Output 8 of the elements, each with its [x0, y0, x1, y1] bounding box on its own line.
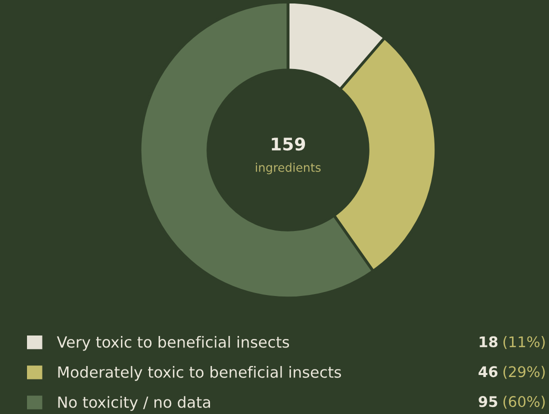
legend-label: Moderately toxic to beneficial insects [58, 366, 341, 381]
text: 159 [272, 137, 306, 151]
legend-label: No toxicity / no data [58, 396, 210, 411]
legend-label: Very toxic to beneficial insects [56, 336, 290, 351]
data-label: 46 (29%) [478, 366, 545, 379]
data-label: 95 (60%) [478, 396, 545, 409]
text: ingredients [256, 162, 321, 174]
data-label: 18 (11%) [480, 336, 545, 350]
